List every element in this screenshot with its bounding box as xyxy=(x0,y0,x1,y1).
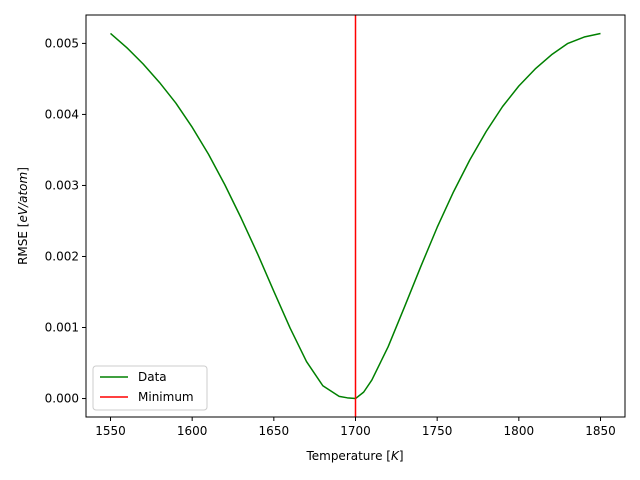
legend: Data Minimum xyxy=(92,365,208,411)
x-tick-label: 1800 xyxy=(504,424,535,438)
y-tick-label: 0.000 xyxy=(45,392,79,406)
y-axis-ticks: 0.000 0.001 0.002 0.003 0.004 0.005 xyxy=(45,36,86,406)
y-tick-label: 0.005 xyxy=(45,36,79,50)
y-tick-label: 0.002 xyxy=(45,249,79,263)
plot-area xyxy=(85,14,626,418)
y-tick-label: 0.003 xyxy=(45,178,79,192)
x-tick-label: 1550 xyxy=(95,424,126,438)
x-axis-label: Temperature [K] xyxy=(305,449,403,463)
x-axis-ticks: 1550 1600 1650 1700 1750 1800 1850 xyxy=(95,417,616,438)
y-tick-label: 0.001 xyxy=(45,321,79,335)
legend-data-label: Data xyxy=(138,370,167,384)
x-tick-label: 1700 xyxy=(340,424,371,438)
x-tick-label: 1750 xyxy=(422,424,453,438)
x-tick-label: 1600 xyxy=(177,424,208,438)
x-tick-label: 1850 xyxy=(585,424,616,438)
x-tick-label: 1650 xyxy=(259,424,290,438)
y-axis-label: RMSE [eV/atom] xyxy=(16,167,30,265)
series-layer xyxy=(110,15,601,417)
legend-minimum-label: Minimum xyxy=(138,390,194,404)
y-tick-label: 0.004 xyxy=(45,107,79,121)
